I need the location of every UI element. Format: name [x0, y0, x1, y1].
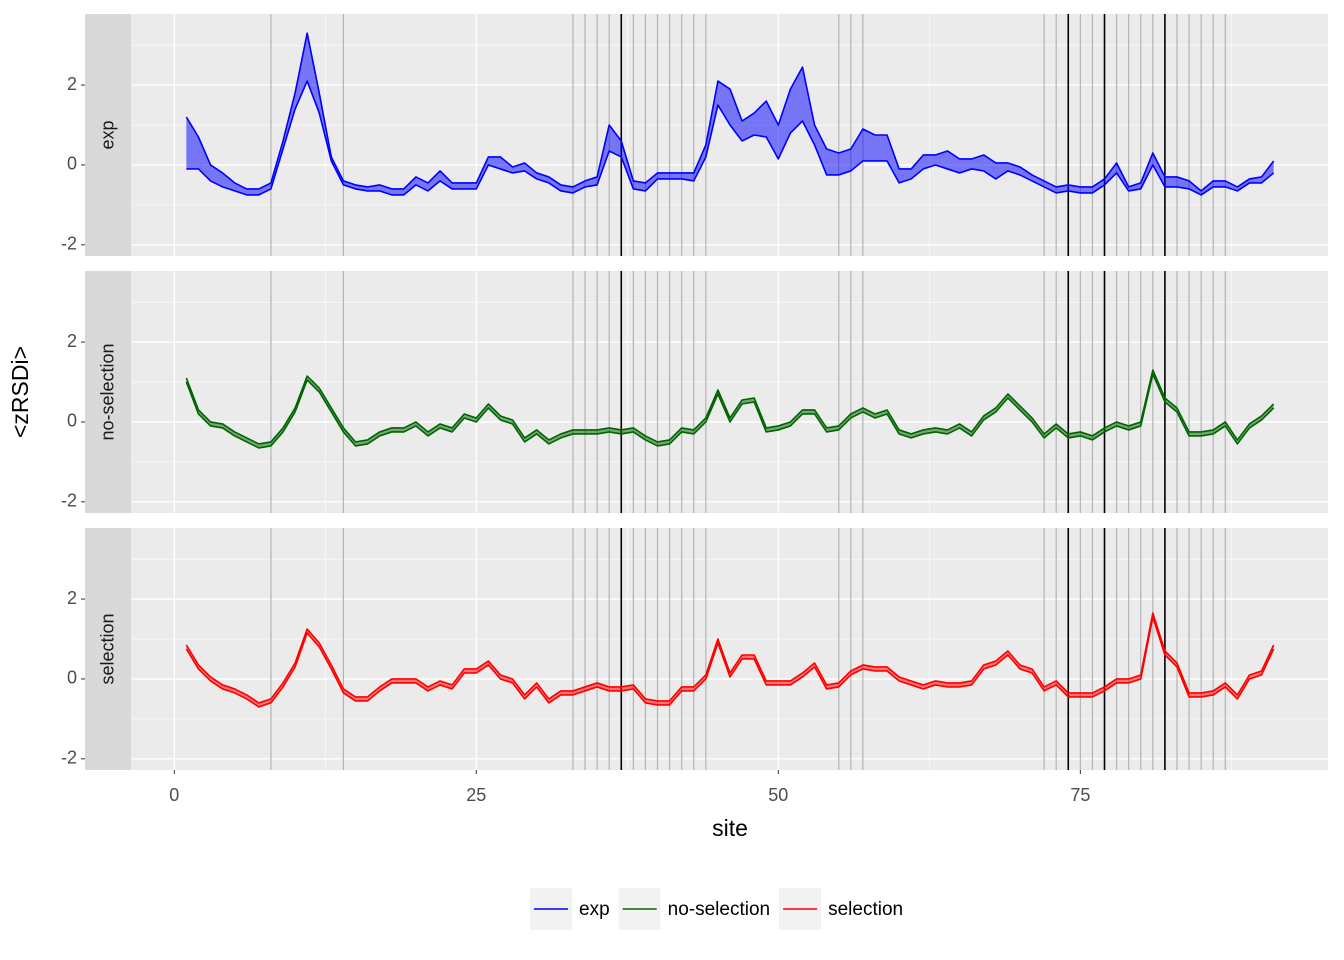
y-axis-title: <zRSDi>: [7, 346, 33, 438]
y-tick-label: 0: [67, 411, 77, 431]
x-tick-label: 50: [768, 785, 788, 805]
facet-label: no-selection: [97, 343, 117, 440]
ribbon-upper-line: [185, 369, 1275, 445]
ribbon-lower-line: [185, 616, 1275, 708]
ribbon-upper-line: [185, 32, 1275, 192]
panel-background: [85, 528, 1328, 770]
x-axis-title: site: [712, 815, 748, 841]
legend-label: exp: [579, 899, 610, 920]
y-tick-label: 2: [67, 588, 77, 608]
panel-background: [85, 14, 1328, 256]
x-tick-label: 25: [466, 785, 486, 805]
y-tick-label: 0: [67, 668, 77, 688]
y-tick-label: 2: [67, 331, 77, 351]
ribbon-upper-line: [185, 612, 1275, 704]
facet-label: exp: [97, 120, 117, 149]
panel-background: [85, 271, 1328, 513]
ribbon: [186, 33, 1274, 195]
x-tick-label: 0: [169, 785, 179, 805]
y-tick-label: -2: [61, 748, 77, 768]
facet-label: selection: [97, 613, 117, 684]
facet-strip: [85, 271, 131, 513]
facet-strip: [85, 528, 131, 770]
y-tick-label: -2: [61, 234, 77, 254]
legend-label: no-selection: [668, 899, 770, 920]
x-tick-label: 75: [1070, 785, 1090, 805]
facet-strip: [85, 14, 131, 256]
legend-label: selection: [828, 899, 903, 920]
ribbon-lower-line: [185, 373, 1275, 449]
ribbon-lower-line: [186, 80, 1275, 196]
y-tick-label: 2: [67, 74, 77, 94]
y-tick-label: -2: [61, 491, 77, 511]
y-tick-label: 0: [67, 154, 77, 174]
